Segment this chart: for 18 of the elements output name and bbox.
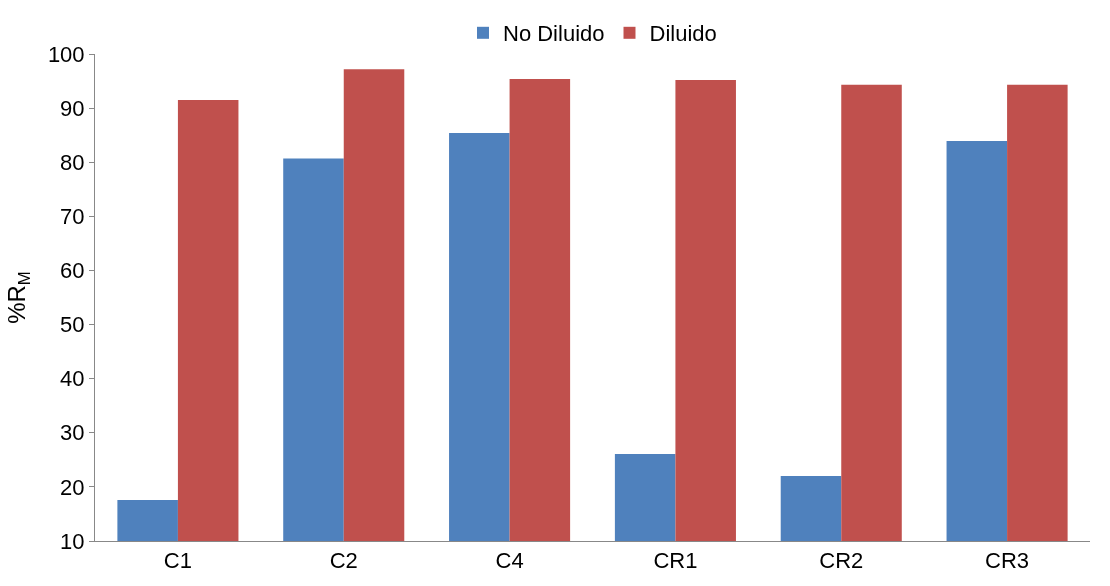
y-tick-label: 70 — [60, 204, 85, 230]
x-tick-label: CR2 — [819, 548, 864, 574]
legend-label: Diluido — [649, 21, 717, 47]
y-tick-label: 80 — [60, 149, 85, 175]
y-tick-label: 20 — [60, 474, 85, 500]
x-tick-label: CR3 — [985, 548, 1030, 574]
x-tick-label: C2 — [329, 548, 358, 574]
y-tick-label: 50 — [60, 312, 85, 338]
x-tick-label: CR1 — [653, 548, 698, 574]
x-tick-label: C1 — [163, 548, 192, 574]
y-tick-label: 90 — [60, 95, 85, 121]
x-tick-label: C4 — [495, 548, 524, 574]
legend-label: No Diluido — [503, 21, 605, 47]
y-tick-label: 100 — [47, 41, 85, 67]
y-tick-label: 10 — [60, 528, 85, 554]
y-tick-label: 40 — [60, 366, 85, 392]
y-tick-label: 30 — [60, 420, 85, 446]
y-tick-label: 60 — [60, 258, 85, 284]
